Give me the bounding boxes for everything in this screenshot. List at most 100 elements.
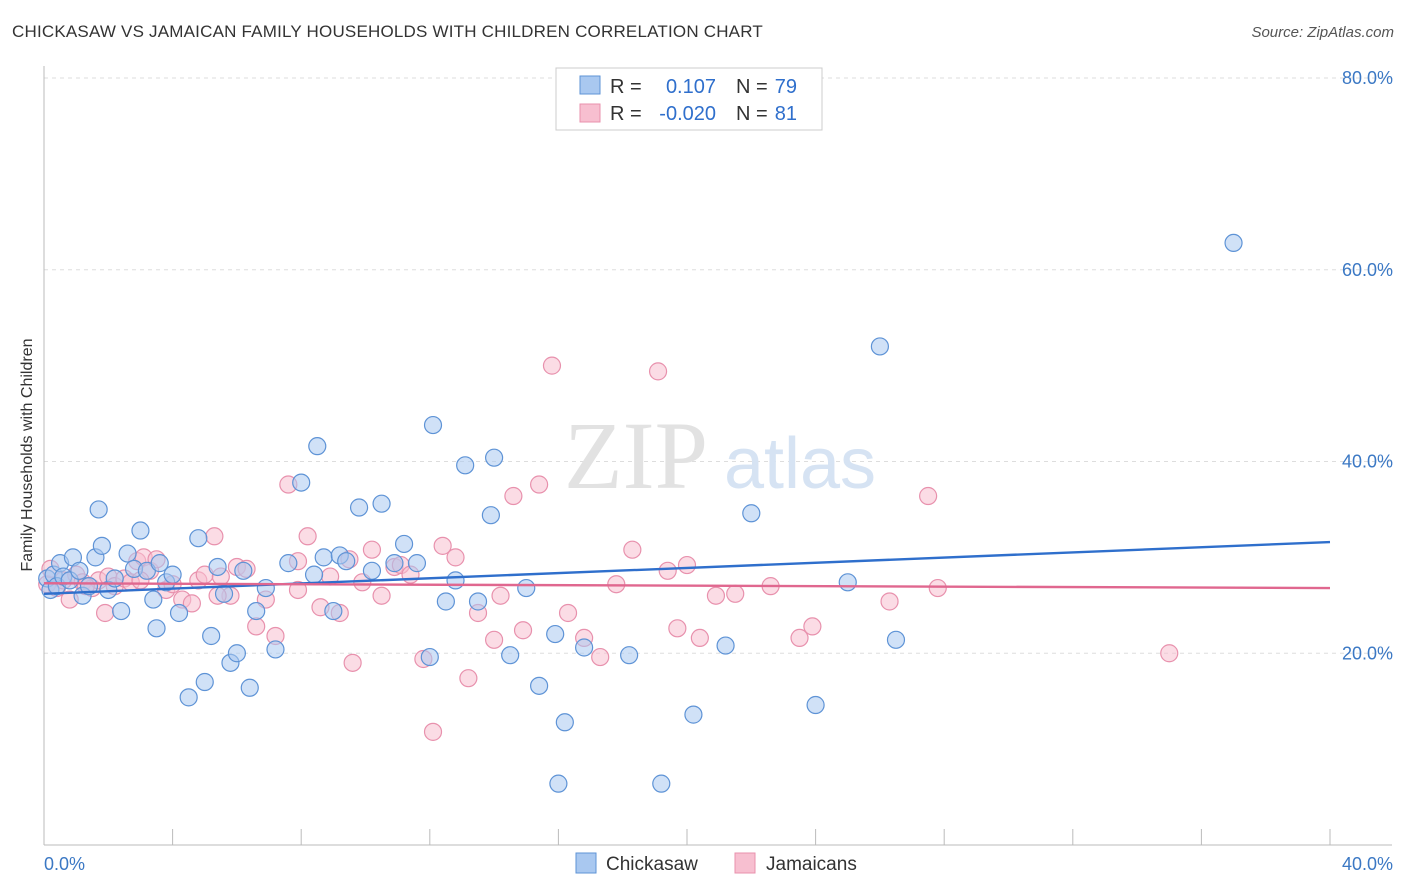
- chickasaw-point: [247, 601, 266, 621]
- chickasaw-point: [362, 561, 382, 580]
- chickasaw-point: [279, 554, 298, 573]
- chickasaw-point: [234, 561, 253, 580]
- legend-n-value-jamaicans: 81: [775, 103, 797, 125]
- watermark-zip: ZIP: [564, 402, 708, 509]
- chickasaw-point: [324, 601, 343, 621]
- chickasaw-point: [256, 578, 275, 598]
- chickasaw-point: [304, 565, 324, 584]
- chickasaw-point: [517, 578, 536, 598]
- chickasaw-point: [485, 448, 504, 467]
- y-tick-label: 40.0%: [1342, 452, 1393, 472]
- chickasaw-point: [240, 678, 259, 697]
- x-tick-labels: 0.0% 40.0%: [44, 854, 1393, 874]
- chickasaw-point: [546, 624, 565, 644]
- chickasaw-point: [208, 557, 227, 577]
- chickasaw-point: [407, 554, 427, 573]
- bottom-legend-label-jamaicans: Jamaicans: [766, 854, 857, 875]
- chickasaw-point: [131, 521, 150, 540]
- legend-swatch-jamaicans: [579, 103, 601, 123]
- jamaicans-point: [288, 580, 308, 600]
- chickasaw-point: [446, 571, 465, 590]
- jamaicans-point: [690, 628, 709, 648]
- chart-title: CHICKASAW VS JAMAICAN FAMILY HOUSEHOLDS …: [12, 22, 763, 41]
- y-tick-label: 20.0%: [1342, 643, 1393, 663]
- y-tick-label: 60.0%: [1342, 260, 1393, 280]
- jamaicans-point: [558, 603, 578, 623]
- chickasaw-point: [620, 646, 639, 665]
- chickasaw-point: [742, 504, 761, 523]
- chickasaw-point: [456, 456, 475, 475]
- jamaicans-point: [790, 628, 809, 648]
- jamaicans-point: [706, 586, 726, 605]
- jamaicans-point: [446, 548, 465, 567]
- jamaicans-point: [182, 594, 201, 613]
- jamaicans-point: [677, 555, 697, 575]
- chickasaw-point: [716, 636, 735, 655]
- chickasaw-point: [468, 592, 488, 611]
- watermark: ZIP atlas: [564, 402, 876, 509]
- chickasaw-point: [838, 573, 857, 592]
- chickasaw-point: [118, 544, 137, 563]
- x-tick-label: 0.0%: [44, 854, 85, 874]
- chickasaw-point: [112, 601, 131, 621]
- jamaicans-point: [459, 669, 478, 688]
- jamaicans-point: [880, 592, 899, 611]
- chickasaw-point: [308, 437, 327, 456]
- jamaicans-point: [530, 475, 549, 494]
- jamaicans-point: [726, 584, 745, 603]
- chickasaw-point: [70, 561, 89, 580]
- chickasaw-point: [189, 529, 208, 548]
- y-tick-labels: 20.0% 40.0% 60.0% 80.0%: [1342, 68, 1393, 663]
- legend-r-label: R =: [610, 76, 642, 98]
- chickasaw-point: [337, 552, 356, 571]
- axes: [43, 66, 1392, 846]
- jamaicans-point: [372, 586, 391, 605]
- jamaicans-point: [668, 619, 687, 638]
- jamaicans-point: [928, 578, 947, 598]
- x-tick-label: 40.0%: [1342, 854, 1393, 874]
- bottom-legend-swatch-jamaicans: [734, 852, 756, 874]
- jamaicans-point: [485, 630, 504, 649]
- stats-legend: R = 0.107 N = 79 R = -0.020 N = 81: [555, 67, 823, 131]
- chickasaw-point: [501, 646, 520, 665]
- chickasaw-point: [394, 534, 414, 554]
- legend-n-label: N =: [736, 103, 768, 125]
- chickasaw-point: [575, 638, 594, 657]
- chickasaw-point: [436, 592, 455, 611]
- chickasaw-point: [684, 705, 703, 724]
- jamaicans-point: [542, 356, 562, 375]
- watermark-atlas: atlas: [724, 424, 876, 504]
- chickasaw-point: [372, 494, 391, 513]
- chickasaw-point: [150, 554, 169, 573]
- y-tick-label: 80.0%: [1342, 68, 1393, 88]
- chickasaw-point: [481, 506, 500, 525]
- chickasaw-point: [92, 536, 111, 555]
- chickasaw-point: [886, 630, 906, 649]
- jamaicans-point: [205, 527, 224, 546]
- jamaicans-point: [1160, 644, 1179, 663]
- jamaicans-point: [343, 653, 362, 672]
- legend-r-value-chickasaw: 0.107: [666, 76, 716, 98]
- jamaicans-point: [423, 722, 443, 741]
- chickasaw-point: [292, 473, 311, 492]
- trend-lines: [43, 540, 1331, 596]
- chickasaw-point: [163, 565, 182, 584]
- source-credit: Source: ZipAtlas.com: [1251, 24, 1394, 41]
- chickasaw-point: [385, 554, 404, 573]
- chickasaw-point: [179, 688, 198, 707]
- chickasaw-point: [1224, 233, 1243, 253]
- chickasaw-point: [202, 626, 221, 646]
- jamaicans-point: [491, 586, 510, 605]
- jamaicans-point: [648, 362, 668, 381]
- chickasaw-point: [195, 672, 214, 692]
- jamaicans-point: [513, 621, 533, 640]
- bottom-legend-swatch-chickasaw: [575, 852, 597, 874]
- chickasaw-point: [420, 647, 439, 667]
- jamaicans-point: [95, 603, 115, 623]
- legend-r-label: R =: [610, 103, 642, 125]
- chickasaw-point: [349, 498, 369, 517]
- chickasaw-point: [227, 644, 246, 663]
- bottom-legend-label-chickasaw: Chickasaw: [606, 854, 698, 875]
- jamaicans-point: [504, 486, 523, 506]
